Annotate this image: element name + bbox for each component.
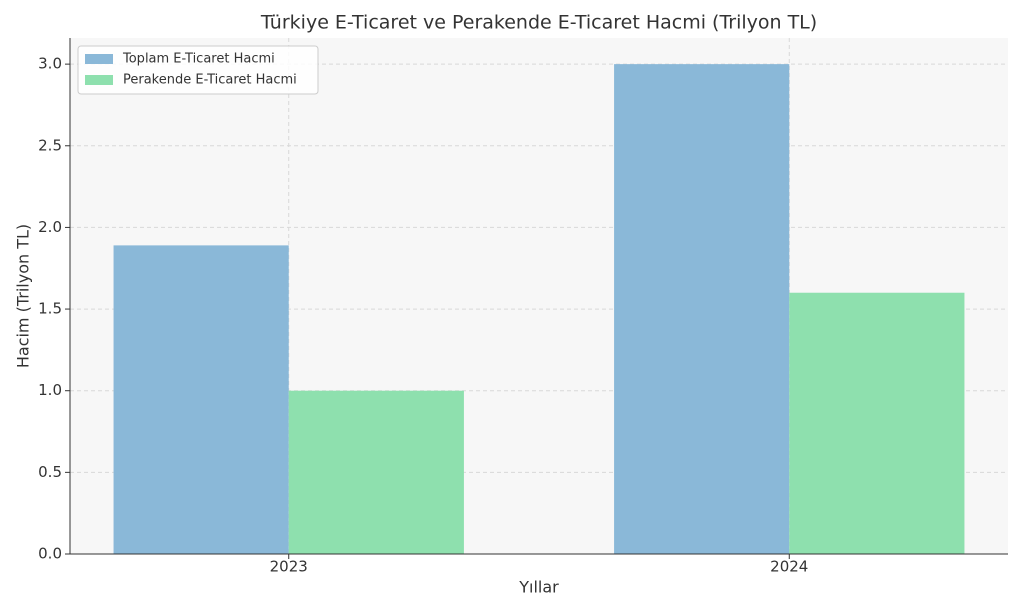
legend-label: Perakende E-Ticaret Hacmi xyxy=(123,73,297,88)
bar xyxy=(789,292,965,554)
legend: Toplam E-Ticaret Hacmi Perakende E-Ticare… xyxy=(77,45,319,95)
x-axis-label: Yıllar xyxy=(518,578,559,597)
legend-swatch xyxy=(85,54,113,64)
y-tick-label: 0.0 xyxy=(38,545,62,563)
bar xyxy=(113,245,289,554)
legend-box xyxy=(77,45,319,95)
legend-label: Toplam E-Ticaret Hacmi xyxy=(122,52,275,67)
legend-swatch xyxy=(85,75,113,85)
y-tick-label: 3.0 xyxy=(38,55,62,73)
chart-title: Türkiye E-Ticaret ve Perakende E-Ticaret… xyxy=(260,12,817,34)
y-axis-label: Hacim (Trilyon TL) xyxy=(14,224,33,368)
bar xyxy=(614,64,790,554)
y-tick-label: 2.0 xyxy=(38,218,62,236)
y-tick-label: 0.5 xyxy=(38,463,62,481)
bar xyxy=(288,390,464,554)
x-tick-label: 2024 xyxy=(770,558,808,576)
y-tick-label: 1.5 xyxy=(38,300,62,318)
y-tick-label: 2.5 xyxy=(38,136,62,154)
y-tick-label: 1.0 xyxy=(38,381,62,399)
x-tick-label: 2023 xyxy=(270,558,308,576)
